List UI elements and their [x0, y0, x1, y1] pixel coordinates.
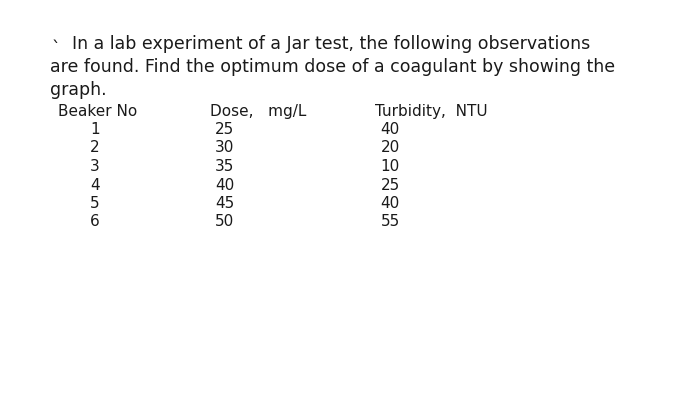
Text: 40: 40: [380, 122, 400, 137]
Text: 2: 2: [90, 141, 100, 155]
Text: 10: 10: [380, 159, 400, 174]
Text: 25: 25: [216, 122, 234, 137]
Text: 3: 3: [90, 159, 100, 174]
Text: 40: 40: [380, 196, 400, 211]
Text: Turbidity,  NTU: Turbidity, NTU: [375, 104, 488, 119]
Text: 1: 1: [90, 122, 100, 137]
Text: graph.: graph.: [50, 81, 106, 99]
Text: 4: 4: [90, 178, 100, 192]
Text: 55: 55: [380, 215, 400, 229]
Text: 25: 25: [380, 178, 400, 192]
Text: 45: 45: [216, 196, 234, 211]
Text: 6: 6: [90, 215, 100, 229]
Text: are found. Find the optimum dose of a coagulant by showing the: are found. Find the optimum dose of a co…: [50, 58, 615, 76]
Text: Beaker No: Beaker No: [58, 104, 137, 119]
Text: 30: 30: [216, 141, 234, 155]
Text: 50: 50: [216, 215, 234, 229]
Text: In a lab experiment of a Jar test, the following observations: In a lab experiment of a Jar test, the f…: [50, 35, 590, 53]
Text: 20: 20: [380, 141, 400, 155]
Text: `: `: [52, 40, 61, 58]
Text: 40: 40: [216, 178, 234, 192]
Text: 5: 5: [90, 196, 100, 211]
Text: Dose,   mg/L: Dose, mg/L: [210, 104, 307, 119]
Text: 35: 35: [216, 159, 234, 174]
